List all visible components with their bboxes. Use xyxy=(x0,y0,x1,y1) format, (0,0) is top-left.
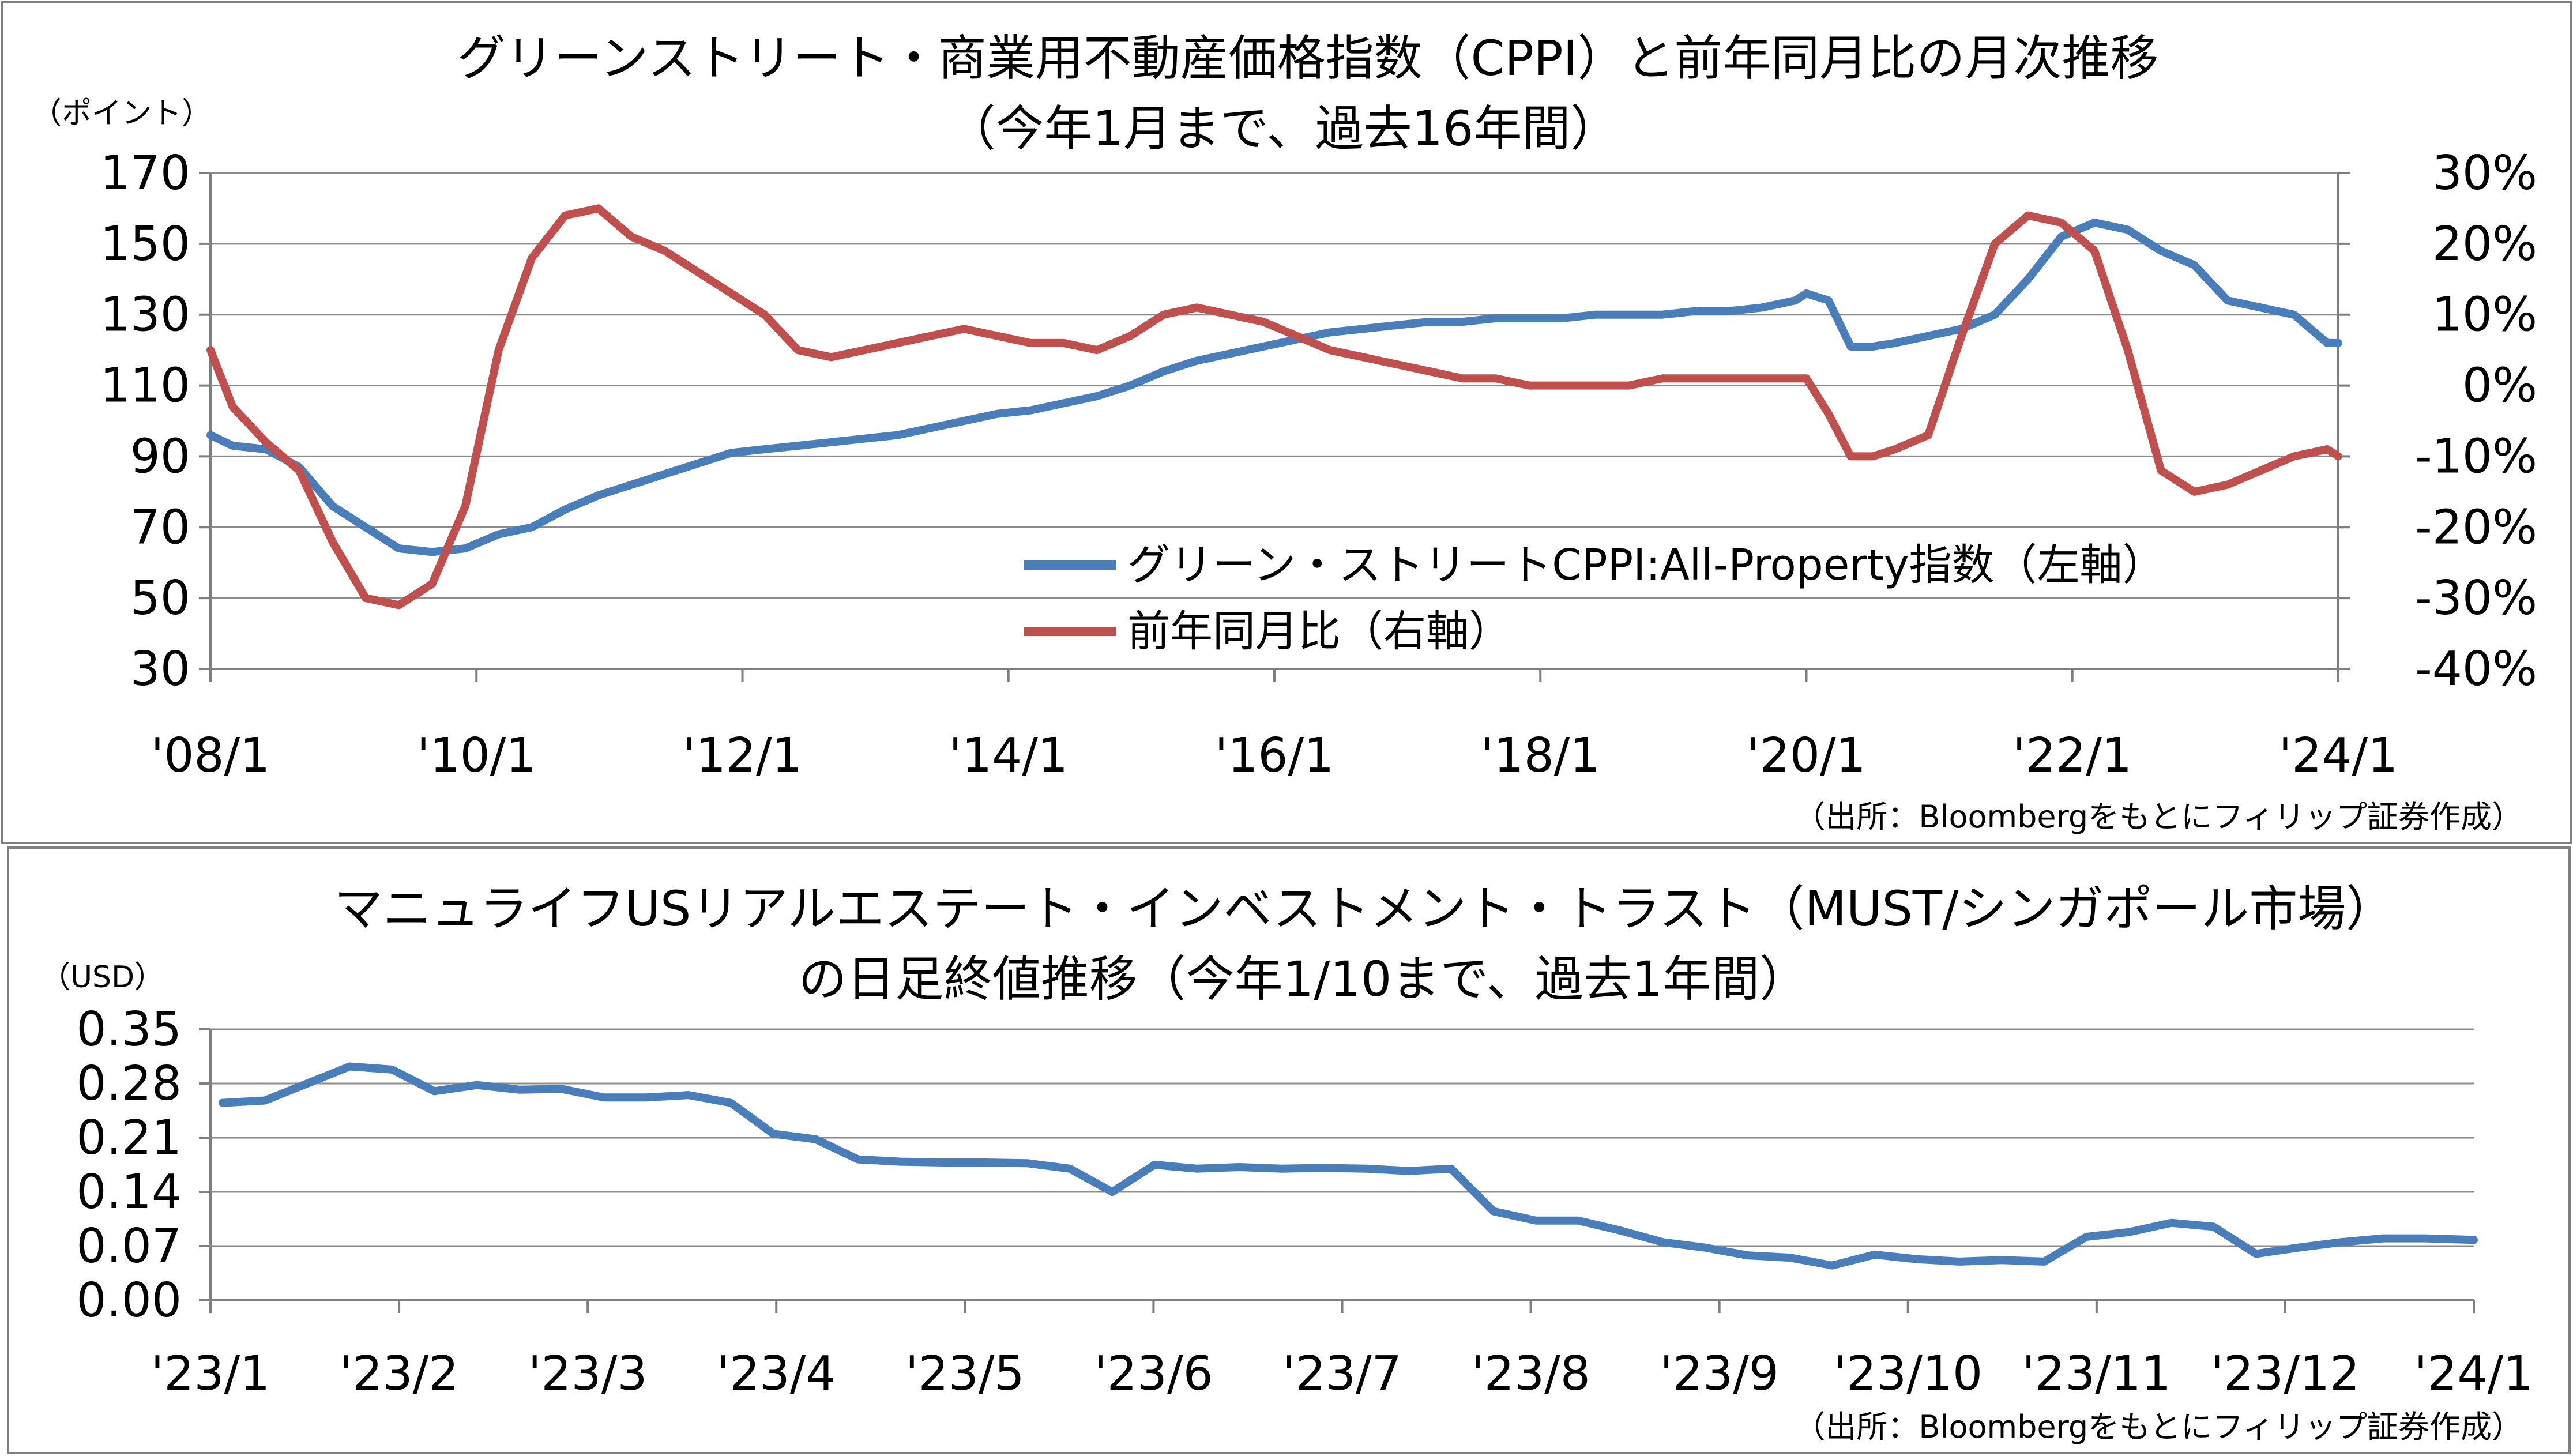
y-tick-label: 0.00 xyxy=(76,1273,182,1328)
must-close-price-line xyxy=(219,1062,2478,1270)
legend-label-cppi: グリーン・ストリートCPPI:All-Property指数（左軸） xyxy=(1127,540,2165,590)
right-tick-label: -30% xyxy=(2415,571,2537,626)
x-tick-label: '23/4 xyxy=(717,1346,836,1401)
cppi-left-axis-unit: （ポイント） xyxy=(32,96,212,131)
x-tick-label: '23/10 xyxy=(1833,1346,1983,1401)
must-y-axis-unit: （USD） xyxy=(40,960,164,995)
x-tick-label: '24/1 xyxy=(2279,728,2398,783)
cppi-chart-panel: グリーンストリート・商業用不動産価格指数（CPPI）と前年同月比の月次推移 （今… xyxy=(1,1,2572,844)
x-tick-label: '14/1 xyxy=(949,728,1068,783)
cppi-chart-title: グリーンストリート・商業用不動産価格指数（CPPI）と前年同月比の月次推移 xyxy=(457,30,2159,86)
left-tick-label: 90 xyxy=(130,429,190,484)
x-tick-label: '18/1 xyxy=(1481,728,1600,783)
x-tick-label: '24/1 xyxy=(2414,1346,2534,1401)
y-tick-label: 0.07 xyxy=(76,1219,182,1274)
x-tick-label: '23/9 xyxy=(1660,1346,1779,1401)
x-tick-label: '23/3 xyxy=(528,1346,648,1401)
left-tick-label: 110 xyxy=(100,359,190,413)
x-tick-label: '23/5 xyxy=(905,1346,1025,1401)
cppi-chart-subtitle: （今年1月まで、過去16年間） xyxy=(947,100,1619,157)
right-tick-label: -10% xyxy=(2415,429,2537,484)
right-tick-label: -40% xyxy=(2415,642,2537,697)
cppi-x-axis: '08/1 '10/1 '12/1 '14/1 '16/1 '18/1 '20/1 '22/1… xyxy=(151,668,2398,783)
left-tick-label: 170 xyxy=(100,146,190,201)
cppi-series xyxy=(206,204,2342,610)
must-x-axis: '23/1 '23/2 '23/3 '23/4 '23/5 '23/6 '23/7 '23/8… xyxy=(151,1299,2534,1401)
must-chart-subtitle: の日足終値推移（今年1/10まで、過去1年間） xyxy=(799,951,1808,1007)
x-tick-label: '16/1 xyxy=(1215,728,1334,783)
y-tick-label: 0.14 xyxy=(76,1165,182,1220)
cppi-legend: グリーン・ストリートCPPI:All-Property指数（左軸） 前年同月比（… xyxy=(1024,540,2165,656)
left-tick-label: 50 xyxy=(130,571,190,626)
x-tick-label: '10/1 xyxy=(417,728,536,783)
x-tick-label: '12/1 xyxy=(683,728,802,783)
left-tick-label: 150 xyxy=(100,217,190,272)
x-tick-label: '23/6 xyxy=(1094,1346,1213,1401)
must-series xyxy=(219,1062,2478,1270)
yoy-change-line xyxy=(206,204,2342,610)
must-source-note: （出所：Bloombergをもとにフィリップ証券作成） xyxy=(1794,1409,2523,1445)
x-tick-label: '23/12 xyxy=(2210,1346,2360,1401)
x-tick-label: '23/11 xyxy=(2022,1346,2171,1401)
cppi-left-axis: 170 150 130 110 90 70 50 30 xyxy=(100,146,212,697)
y-tick-label: 0.35 xyxy=(76,1002,182,1057)
x-tick-label: '23/2 xyxy=(340,1346,459,1401)
y-tick-label: 0.21 xyxy=(76,1111,182,1165)
right-tick-label: 20% xyxy=(2432,217,2537,272)
right-tick-label: 30% xyxy=(2432,146,2537,201)
cppi-chart-frame xyxy=(1,1,2572,844)
x-tick-label: '20/1 xyxy=(1747,728,1866,783)
must-chart-frame xyxy=(7,846,2571,1454)
right-tick-label: 0% xyxy=(2462,359,2537,413)
cppi-right-axis: 30% 20% 10% 0% -10% -20% -30% -40% xyxy=(2337,146,2537,697)
must-y-axis: 0.350.280.210.140.070.00 xyxy=(76,1002,212,1328)
must-chart-title: マニュライフUSリアルエステート・インベストメント・トラスト（MUST/シンガポ… xyxy=(334,881,2395,937)
left-tick-label: 130 xyxy=(100,288,190,343)
legend-label-yoy: 前年同月比（右軸） xyxy=(1127,607,1511,656)
right-tick-label: -20% xyxy=(2415,500,2537,555)
cppi-source-note: （出所：Bloombergをもとにフィリップ証券作成） xyxy=(1794,799,2523,835)
right-tick-label: 10% xyxy=(2432,288,2537,343)
must-gridlines xyxy=(210,1028,2474,1247)
x-tick-label: '23/1 xyxy=(151,1346,270,1401)
cppi-gridlines xyxy=(210,172,2338,599)
x-tick-label: '08/1 xyxy=(151,728,270,783)
left-tick-label: 70 xyxy=(130,500,190,555)
x-tick-label: '22/1 xyxy=(2012,728,2132,783)
cppi-index-line xyxy=(206,219,2342,556)
x-tick-label: '23/8 xyxy=(1471,1346,1590,1401)
left-tick-label: 30 xyxy=(130,642,190,697)
y-tick-label: 0.28 xyxy=(76,1056,182,1111)
must-chart-panel: マニュライフUSリアルエステート・インベストメント・トラスト（MUST/シンガポ… xyxy=(7,846,2571,1454)
x-tick-label: '23/7 xyxy=(1282,1346,1402,1401)
